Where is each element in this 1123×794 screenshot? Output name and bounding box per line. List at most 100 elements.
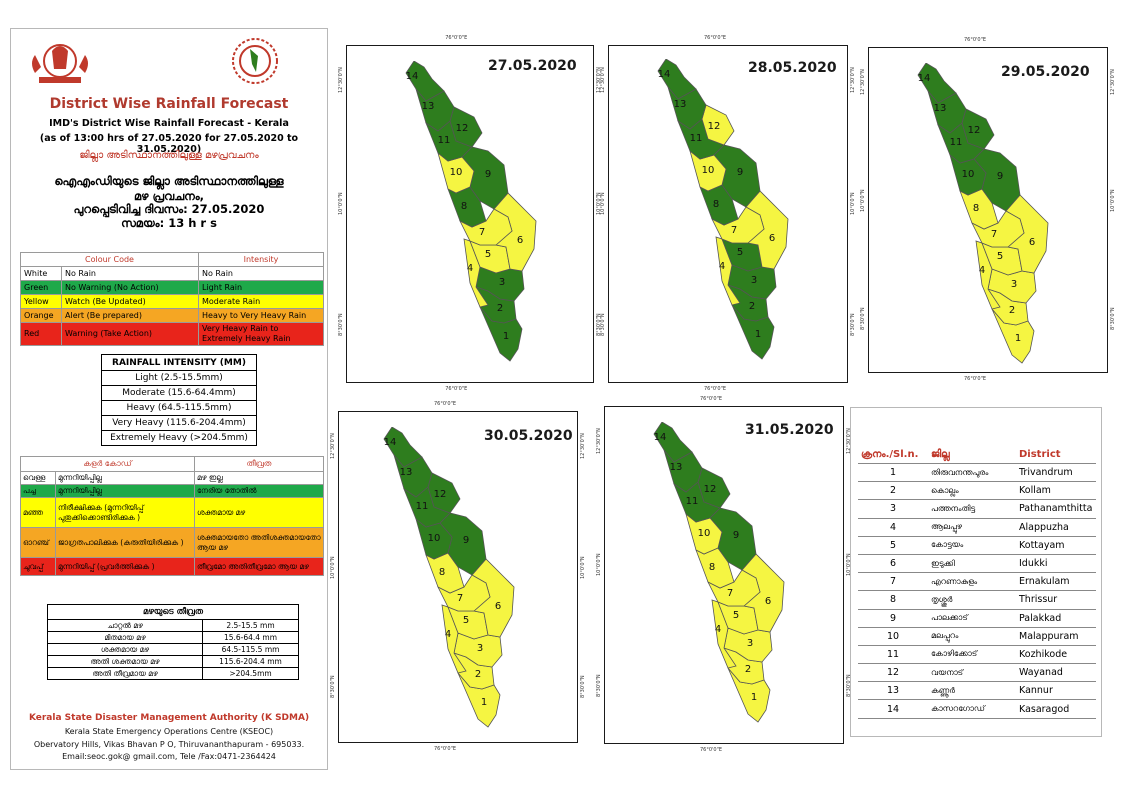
district-10-label: 10 [428, 533, 441, 544]
ml-rain-row: അതി തീവ്രമായ മഴ >204.5mm [47, 667, 299, 680]
colour-code-colour: Green [20, 280, 62, 295]
district-14-region [917, 63, 957, 104]
map-latitude-label: 10°0'0"N [850, 192, 856, 215]
map-latitude-label: 8°30'0"N [860, 307, 866, 330]
rainfall-intensity-table: RAINFALL INTENSITY (MM) Light (2.5-15.5m… [101, 354, 257, 446]
map-latitude-label: 10°0'0"N [330, 555, 336, 579]
ml-colour-code-code: മുന്നറിയിപ്പില്ല [55, 471, 195, 485]
district-row: 2 കൊല്ലം Kollam [858, 481, 1096, 501]
ml-colour-code-colour: ഓറഞ്ച് [20, 527, 56, 558]
map-latitude-label: 8°30'0"N [338, 313, 344, 337]
map-date-label: 30.05.2020 [484, 428, 573, 444]
district-en-name: Kasaragod [1016, 699, 1096, 719]
footer-centre: Kerala State Emergency Operations Centre… [64, 727, 274, 736]
district-8-label: 8 [461, 201, 467, 212]
district-14-region [405, 61, 445, 102]
district-row: 8 തൃശ്ശൂർ Thrissur [858, 590, 1096, 610]
district-row: 7 എറണാകുളം Ernakulam [858, 572, 1096, 592]
district-row: 3 പത്തനംതിട്ട Pathanamthitta [858, 499, 1096, 519]
district-11-label: 11 [686, 496, 699, 507]
district-14-label: 14 [918, 73, 931, 84]
map-longitude-label: 76°0'0"E [445, 35, 468, 41]
district-3-label: 3 [747, 638, 753, 649]
district-10-label: 10 [450, 167, 463, 178]
district-ml-name: പാലക്കാട് [928, 609, 1016, 628]
district-sl-header: ക്രനം./Sl.n. [858, 445, 928, 464]
map-latitude-label: 10°0'0"N [596, 553, 602, 576]
map-latitude-label: 10°0'0"N [860, 189, 866, 213]
district-1-label: 1 [755, 329, 761, 340]
district-sl: 4 [858, 518, 928, 537]
district-4-label: 4 [467, 263, 473, 274]
district-table: ക്രനം./Sl.n. ജില്ല District 1 തിരുവനന്തപു… [858, 445, 1096, 719]
district-3-label: 3 [1011, 279, 1017, 290]
district-row: 11 കോഴിക്കോട് Kozhikode [858, 645, 1096, 665]
map-latitude-label: 8°30'0"N [850, 313, 856, 337]
district-row: 1 തിരുവനന്തപുരം Trivandrum [858, 463, 1096, 483]
ml-rain-label: അതി ശക്തമായ മഴ [47, 655, 203, 668]
district-5-label: 5 [737, 247, 743, 258]
ml-rain-row: ശക്തമായ മഴ 64.5-115.5 mm [47, 643, 299, 656]
district-row: 4 ആലപ്പുഴ Alappuzha [858, 518, 1096, 537]
colour-code-colour: Orange [20, 308, 62, 323]
district-10-label: 10 [962, 169, 975, 180]
district-en-name: Thrissur [1016, 590, 1096, 610]
district-ml-header: ജില്ല [928, 445, 1016, 464]
district-7-label: 7 [727, 588, 733, 599]
district-6-label: 6 [765, 596, 771, 607]
district-sl: 14 [858, 699, 928, 719]
district-6-label: 6 [495, 601, 501, 612]
footer-address: Obervatory Hills, Vikas Bhavan P O, Thir… [33, 740, 305, 749]
district-1-label: 1 [503, 331, 509, 342]
district-4-label: 4 [719, 261, 725, 272]
district-8-label: 8 [709, 562, 715, 573]
district-6-label: 6 [517, 235, 523, 246]
district-en-name: Ernakulam [1016, 572, 1096, 592]
ml-colour-code-code: നിരീക്ഷിക്കുക (മുന്നറിയിപ്പ് പുതുക്കിക്ക… [55, 497, 195, 528]
district-row: 6 ഇടുക്കി Idukki [858, 554, 1096, 574]
map-latitude-label: 12°30'0"N [580, 433, 586, 459]
map-latitude-label: 12°30'0"N [860, 69, 866, 95]
page-title: District Wise Rainfall Forecast [49, 96, 289, 112]
district-14-label: 14 [658, 69, 671, 80]
rainfall-intensity-row: Very Heavy (115.6-204.4mm) [101, 415, 257, 431]
map-latitude-label: 8°30'0"N [580, 675, 586, 699]
district-sl: 6 [858, 554, 928, 574]
kerala-emblem-logo [32, 44, 88, 83]
ml-colour-code-code: മുന്നറിയിപ്പില്ല [55, 484, 195, 498]
rainfall-intensity-row: Light (2.5-15.5mm) [101, 370, 257, 386]
district-11-label: 11 [950, 137, 963, 148]
colour-code-colour: White [20, 266, 62, 281]
footer-contact: Email:seoc.gok@ gmail.com, Tele /Fax:047… [62, 752, 276, 761]
rainfall-intensity-cell: Very Heavy (115.6-204.4mm) [101, 415, 257, 431]
district-en-name: Kottayam [1016, 536, 1096, 555]
ml-rain-label: മിതമായ മഴ [47, 631, 203, 644]
colour-code-intensity: No Rain [198, 266, 324, 281]
map-latitude-label: 12°30'0"N [600, 67, 606, 93]
district-ml-name: കൊല്ലം [928, 481, 1016, 501]
ml-colour-code-colour: പച്ച [20, 484, 56, 498]
district-row: 5 കോട്ടയം Kottayam [858, 536, 1096, 555]
ml-rain-intensity-table: മഴയുടെ തീവ്രത ചാറ്റൽ മഴ 2.5-15.5 mm മിതമായ… [47, 604, 299, 680]
district-ml-name: ഇടുക്കി [928, 554, 1016, 574]
ml-colour-code-code: മുന്നറിയിപ്പ് (പ്രവർത്തിക്കുക ) [55, 557, 195, 576]
map-longitude-label: 76°0'0"E [434, 401, 457, 407]
map-latitude-label: 10°0'0"N [338, 192, 344, 215]
district-sl: 13 [858, 681, 928, 701]
district-2-label: 2 [745, 664, 751, 675]
map-date-label: 28.05.2020 [748, 60, 837, 76]
district-ml-name: പത്തനംതിട്ട [928, 499, 1016, 519]
district-4-label: 4 [445, 629, 451, 640]
ml-colour-code-colour: മഞ്ഞ [20, 497, 56, 528]
ml-title: ജില്ലാ അടിസ്ഥാനത്തിലുള്ള മഴപ്രവചനം [79, 150, 259, 161]
district-ml-name: തൃശ്ശൂർ [928, 590, 1016, 610]
colour-code-table: Colour Code Intensity White No Rain No Rai… [20, 252, 324, 346]
map-longitude-label: 76°0'0"E [700, 747, 723, 753]
district-10-label: 10 [698, 528, 711, 539]
colour-code-intensity: Heavy to Very Heavy Rain [198, 308, 324, 323]
district-en-name: Alappuzha [1016, 518, 1096, 537]
ml-line-1: ഐഎംഡിയുടെ ജില്ലാ അടിസ്ഥാനത്തിലുള്ള [54, 174, 284, 188]
district-12-label: 12 [968, 125, 981, 136]
